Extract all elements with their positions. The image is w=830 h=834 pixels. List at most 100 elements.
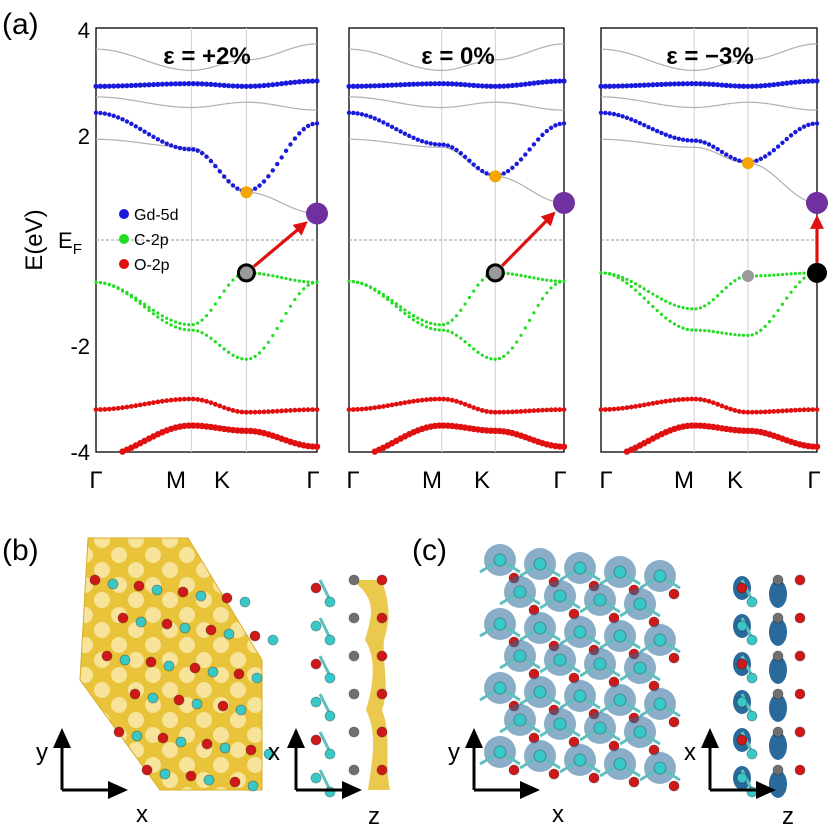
gd-atom xyxy=(348,726,360,738)
band-point xyxy=(810,121,815,126)
band-point xyxy=(458,400,464,406)
band-point xyxy=(428,141,433,146)
carbon-atom xyxy=(324,710,336,722)
band-point xyxy=(772,273,776,277)
oxygen-atom xyxy=(376,574,388,586)
band-panel-strain-plus2 xyxy=(93,27,328,455)
band-point xyxy=(505,168,511,174)
band-point xyxy=(213,163,218,169)
band-point xyxy=(271,334,275,338)
carbon-atom xyxy=(267,634,279,646)
carbon-atom xyxy=(736,696,748,708)
oxygen-atom xyxy=(233,668,245,680)
band-point xyxy=(227,283,231,287)
band-point xyxy=(775,81,781,87)
band-point xyxy=(724,285,728,290)
band-point xyxy=(346,83,352,89)
band-point xyxy=(306,283,310,287)
band-point xyxy=(410,81,417,87)
band-point xyxy=(775,144,781,149)
band-point xyxy=(428,81,434,87)
band-point xyxy=(212,82,218,88)
band-point xyxy=(314,121,320,126)
band-point xyxy=(637,82,643,88)
carbon-atom xyxy=(493,553,507,567)
band-point xyxy=(776,273,780,277)
kpath-label-gamma: Γ xyxy=(807,467,820,494)
band-point xyxy=(403,311,407,316)
band-point xyxy=(190,81,196,87)
band-point xyxy=(283,408,289,414)
carbon-atom xyxy=(223,628,235,640)
band-point xyxy=(368,114,373,120)
axis-label-x: x xyxy=(136,801,148,828)
band-point xyxy=(802,271,806,275)
band-point xyxy=(364,113,369,118)
band-point xyxy=(540,297,545,301)
gd-atom xyxy=(772,650,784,662)
band-point xyxy=(779,81,786,87)
bond xyxy=(318,617,332,639)
band-point xyxy=(544,407,550,413)
band-point xyxy=(185,422,193,429)
band-point xyxy=(814,78,820,84)
legend-swatch-c xyxy=(119,234,129,244)
band-point xyxy=(432,396,438,402)
band-point xyxy=(715,401,721,407)
band-point xyxy=(133,124,138,129)
band-point xyxy=(548,78,554,85)
band-point xyxy=(788,408,794,413)
band-point xyxy=(655,294,659,299)
band-point xyxy=(557,407,563,413)
band-point xyxy=(355,83,361,89)
band-point xyxy=(359,406,365,412)
band-point xyxy=(165,321,169,325)
band-point xyxy=(283,148,289,153)
carbon-atom xyxy=(746,748,758,760)
band-point xyxy=(536,303,540,308)
band-point xyxy=(472,289,476,293)
band-point xyxy=(685,306,690,311)
band-point xyxy=(420,323,424,327)
carbon-atom xyxy=(746,634,758,646)
band-point xyxy=(598,83,604,89)
band-point xyxy=(637,120,643,126)
band-point xyxy=(124,119,130,124)
band-point xyxy=(628,83,634,89)
carbon-atom xyxy=(235,704,247,716)
oxygen-atom xyxy=(133,580,145,592)
band-point xyxy=(754,158,759,163)
gray-band xyxy=(95,96,318,111)
band-point xyxy=(297,292,301,296)
band-point xyxy=(519,273,523,278)
band-point xyxy=(759,274,763,278)
oxygen-atom xyxy=(173,694,185,706)
band-point xyxy=(797,126,802,132)
band-point xyxy=(535,408,541,413)
band-point xyxy=(535,80,541,86)
band-point xyxy=(368,285,373,290)
carbon-atom xyxy=(573,561,587,575)
carbon-atom xyxy=(653,569,667,583)
band-point xyxy=(270,168,275,173)
band-point xyxy=(501,83,507,89)
band-point xyxy=(385,122,390,127)
band-point xyxy=(411,135,416,141)
band-point xyxy=(280,276,284,280)
carbon-atom xyxy=(151,584,163,596)
band-point xyxy=(767,151,772,156)
band-point xyxy=(737,333,741,337)
carbon-atom xyxy=(493,745,507,759)
band-point xyxy=(680,81,686,87)
band-point xyxy=(676,81,682,87)
band-point xyxy=(390,298,394,303)
band-point xyxy=(655,308,659,313)
gd-atom xyxy=(772,764,784,776)
band-point xyxy=(720,290,724,294)
band-point xyxy=(780,272,785,277)
atoms-b-side xyxy=(310,574,388,798)
band-point xyxy=(196,321,200,325)
band-point xyxy=(515,340,519,344)
band-point xyxy=(664,299,668,303)
band-point xyxy=(602,407,608,412)
